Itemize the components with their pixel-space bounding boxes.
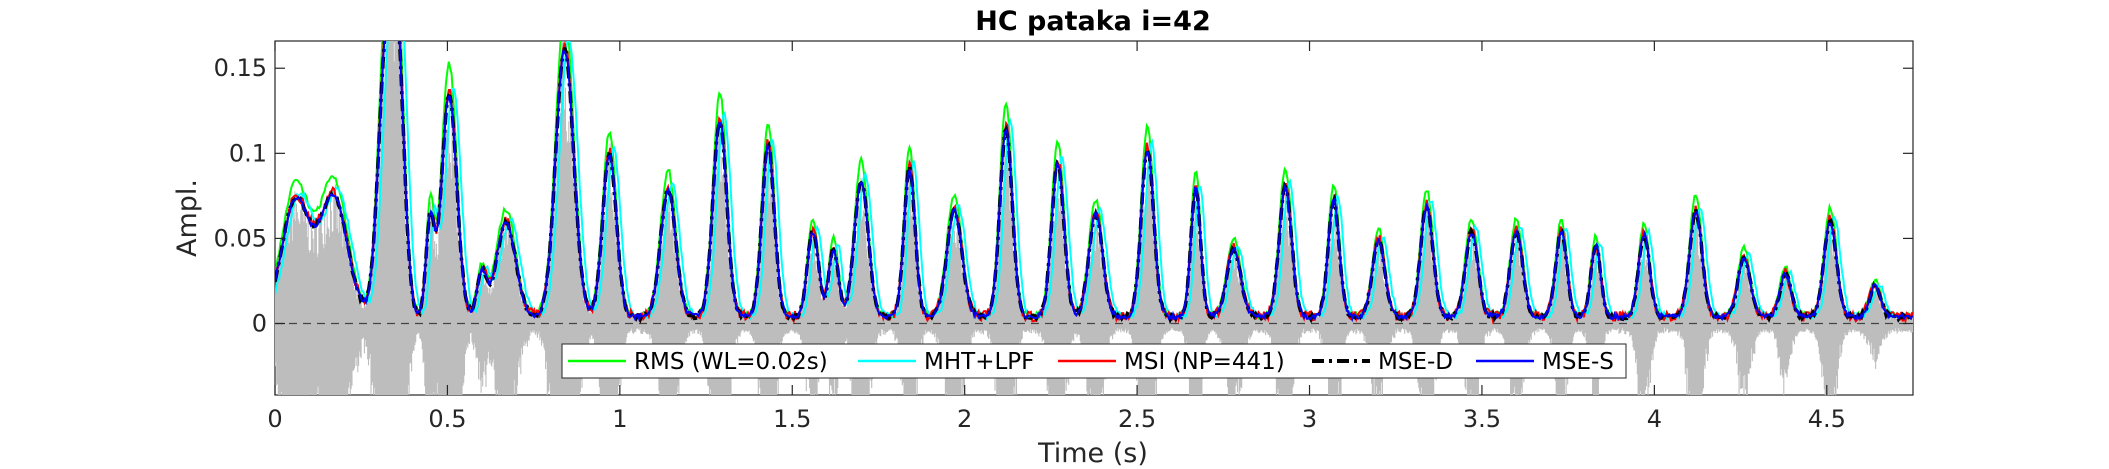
legend-entry: MSI (NP=441) bbox=[1058, 349, 1285, 375]
x-tick-label: 2 bbox=[957, 405, 972, 433]
x-tick-label: 1 bbox=[612, 405, 627, 433]
y-axis-ticks: 0 0.05 0.1 0.15 bbox=[214, 54, 1913, 338]
y-tick-label: 0 bbox=[252, 310, 267, 338]
x-tick-label: 4.5 bbox=[1808, 405, 1846, 433]
legend-entry: RMS (WL=0.02s) bbox=[568, 349, 828, 375]
legend-label: MHT+LPF bbox=[924, 349, 1034, 375]
series-line-5 bbox=[275, 41, 1913, 323]
x-tick-label: 3.5 bbox=[1463, 405, 1501, 433]
legend-label: MSI (NP=441) bbox=[1124, 349, 1285, 375]
x-tick-label: 1.5 bbox=[773, 405, 811, 433]
legend-entry: MHT+LPF bbox=[858, 349, 1034, 375]
x-tick-label: 3 bbox=[1302, 405, 1317, 433]
legend-entry: MSE-S bbox=[1476, 349, 1614, 375]
y-tick-label: 0.05 bbox=[214, 224, 267, 252]
x-tick-label: 4 bbox=[1647, 405, 1662, 433]
series-line-2 bbox=[275, 41, 1913, 322]
y-tick-label: 0.15 bbox=[214, 54, 267, 82]
x-tick-label: 2.5 bbox=[1118, 405, 1156, 433]
x-axis-label: Time (s) bbox=[1037, 438, 1148, 469]
x-axis-ticks: 0 0.5 1 1.5 2 2.5 3 3.5 4 4.5 bbox=[267, 41, 1846, 433]
y-tick-label: 0.1 bbox=[229, 139, 267, 167]
legend-label: MSE-S bbox=[1542, 349, 1614, 375]
legend: RMS (WL=0.02s) MHT+LPF MSI (NP=441) MSE-… bbox=[561, 343, 1627, 379]
y-axis-label: Ampl. bbox=[172, 179, 203, 257]
x-tick-label: 0.5 bbox=[428, 405, 466, 433]
chart-title: HC pataka i=42 bbox=[975, 6, 1211, 37]
legend-entry: MSE-D bbox=[1312, 349, 1453, 375]
x-tick-label: 0 bbox=[267, 405, 282, 433]
plot-area: 0 0.5 1 1.5 2 2.5 3 3.5 4 4.5 0 0.05 0.1 0.15 bbox=[214, 40, 1914, 433]
series-lines bbox=[275, 41, 1913, 325]
legend-label: MSE-D bbox=[1378, 349, 1453, 375]
legend-label: RMS (WL=0.02s) bbox=[634, 349, 828, 375]
